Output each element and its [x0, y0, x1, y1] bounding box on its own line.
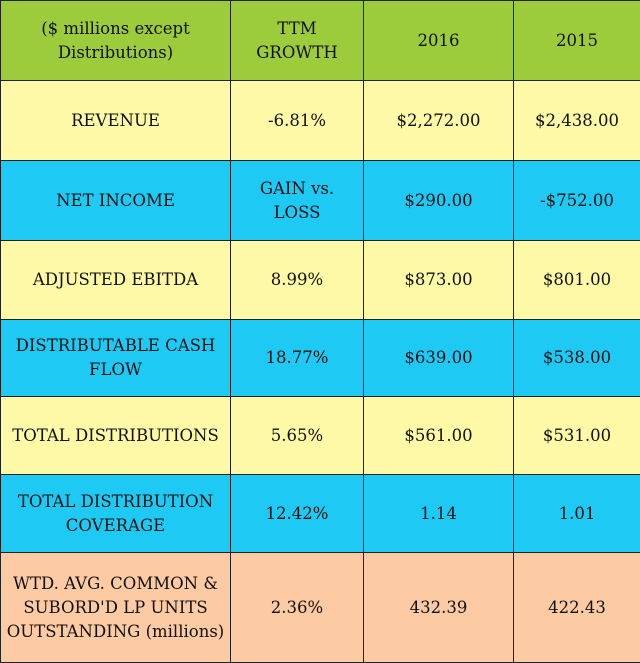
row-growth: 12.42%: [231, 475, 364, 553]
row-label: NET INCOME: [1, 161, 231, 241]
row-2016: $639.00: [364, 320, 514, 397]
header-units-label: ($ millions except Distributions): [1, 1, 231, 81]
row-2015: $531.00: [514, 397, 640, 475]
header-2016: 2016: [364, 1, 514, 81]
row-2016: 432.39: [364, 553, 514, 663]
row-2015: -$752.00: [514, 161, 640, 241]
header-row: ($ millions except Distributions) TTM GR…: [1, 1, 640, 81]
row-2016: $873.00: [364, 241, 514, 320]
table-row-distributable-cash-flow: DISTRIBUTABLE CASH FLOW 18.77% $639.00 $…: [1, 320, 640, 397]
row-2015: $538.00: [514, 320, 640, 397]
table-row-net-income: NET INCOME GAIN vs. LOSS $290.00 -$752.0…: [1, 161, 640, 241]
row-growth: 2.36%: [231, 553, 364, 663]
row-2016: $290.00: [364, 161, 514, 241]
row-label: WTD. AVG. COMMON & SUBORD'D LP UNITS OUT…: [1, 553, 231, 663]
row-label: TOTAL DISTRIBUTION COVERAGE: [1, 475, 231, 553]
row-2015: 422.43: [514, 553, 640, 663]
table-row-adjusted-ebitda: ADJUSTED EBITDA 8.99% $873.00 $801.00: [1, 241, 640, 320]
row-2016: 1.14: [364, 475, 514, 553]
row-growth: 18.77%: [231, 320, 364, 397]
row-label: DISTRIBUTABLE CASH FLOW: [1, 320, 231, 397]
row-2015: $801.00: [514, 241, 640, 320]
row-2016: $2,272.00: [364, 81, 514, 161]
row-label: REVENUE: [1, 81, 231, 161]
row-growth: -6.81%: [231, 81, 364, 161]
header-2015: 2015: [514, 1, 640, 81]
table-row-total-distribution-coverage: TOTAL DISTRIBUTION COVERAGE 12.42% 1.14 …: [1, 475, 640, 553]
table-row-lp-units-outstanding: WTD. AVG. COMMON & SUBORD'D LP UNITS OUT…: [1, 553, 640, 663]
row-label: TOTAL DISTRIBUTIONS: [1, 397, 231, 475]
row-2015: $2,438.00: [514, 81, 640, 161]
row-2016: $561.00: [364, 397, 514, 475]
row-growth: GAIN vs. LOSS: [231, 161, 364, 241]
row-growth: 5.65%: [231, 397, 364, 475]
table-row-total-distributions: TOTAL DISTRIBUTIONS 5.65% $561.00 $531.0…: [1, 397, 640, 475]
row-growth: 8.99%: [231, 241, 364, 320]
row-2015: 1.01: [514, 475, 640, 553]
row-label: ADJUSTED EBITDA: [1, 241, 231, 320]
table-row-revenue: REVENUE -6.81% $2,272.00 $2,438.00: [1, 81, 640, 161]
header-ttm-growth: TTM GROWTH: [231, 1, 364, 81]
